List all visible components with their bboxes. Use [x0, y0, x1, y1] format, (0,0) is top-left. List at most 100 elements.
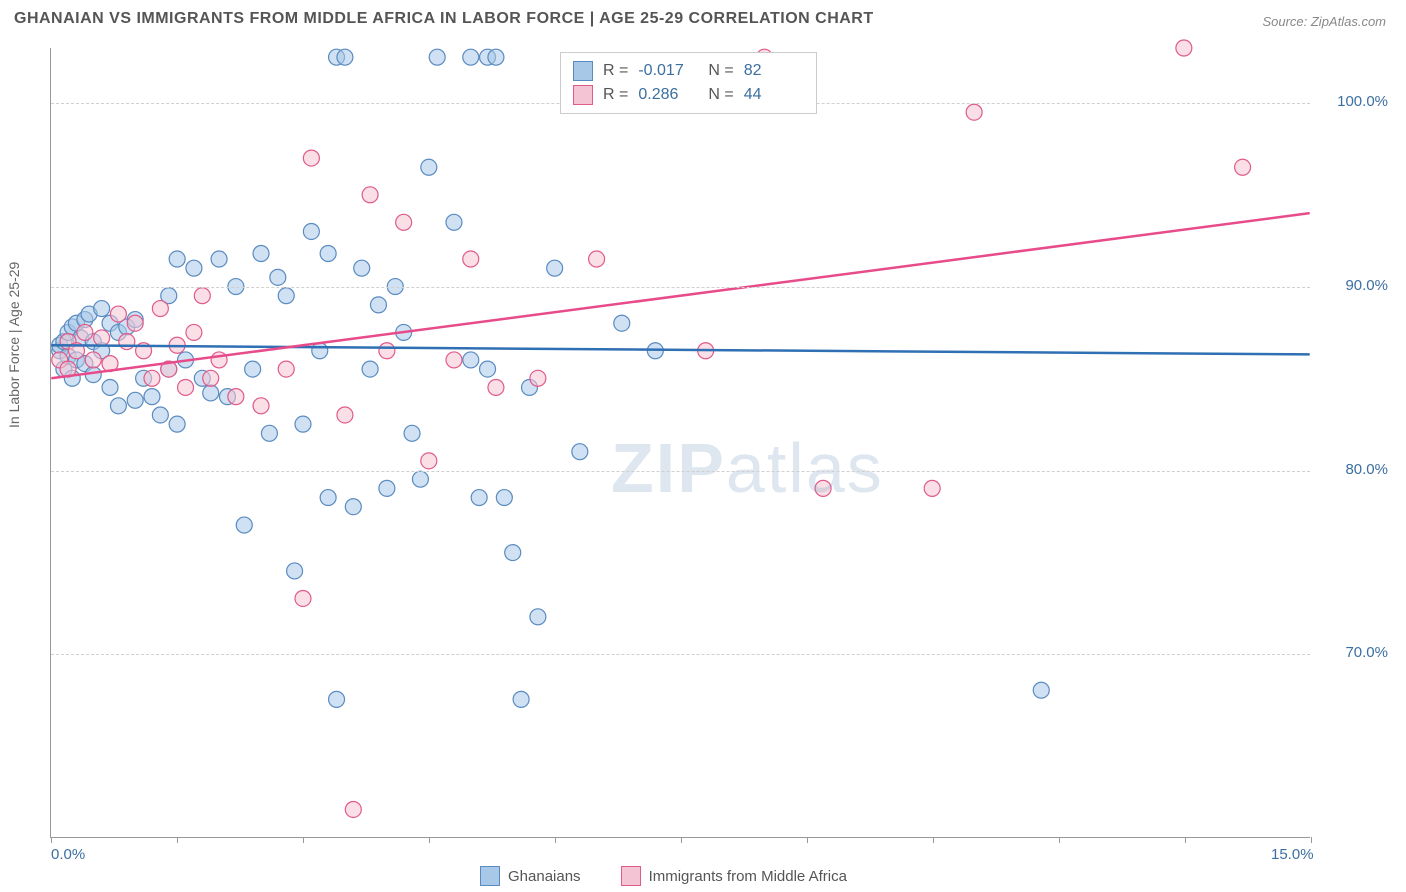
data-point [396, 214, 412, 230]
legend-swatch [573, 61, 593, 81]
n-value: 82 [744, 62, 804, 80]
data-point [505, 545, 521, 561]
data-point [614, 315, 630, 331]
n-label: N = [708, 62, 733, 80]
data-point [253, 398, 269, 414]
data-point [530, 370, 546, 386]
data-point [354, 260, 370, 276]
legend-item: Immigrants from Middle Africa [621, 866, 847, 886]
correlation-legend: R =-0.017N =82R =0.286N =44 [560, 52, 817, 114]
data-point [127, 392, 143, 408]
series-legend: Ghanaians Immigrants from Middle Africa [480, 866, 847, 886]
x-tick [555, 837, 556, 843]
n-label: N = [708, 86, 733, 104]
data-point [329, 691, 345, 707]
data-point [1235, 159, 1251, 175]
chart-title: GHANAIAN VS IMMIGRANTS FROM MIDDLE AFRIC… [14, 10, 874, 28]
data-point [194, 288, 210, 304]
data-point [102, 379, 118, 395]
x-tick-label: 0.0% [51, 846, 85, 863]
plot-area: ZIPatlas 70.0%80.0%90.0%100.0%0.0%15.0% [50, 48, 1310, 838]
grid-line [51, 654, 1310, 655]
data-point [362, 187, 378, 203]
plot-svg [51, 48, 1310, 837]
data-point [337, 407, 353, 423]
data-point [152, 407, 168, 423]
data-point [295, 416, 311, 432]
data-point [110, 306, 126, 322]
data-point [303, 223, 319, 239]
y-tick-label: 70.0% [1345, 644, 1388, 661]
data-point [1033, 682, 1049, 698]
data-point [446, 352, 462, 368]
data-point [966, 104, 982, 120]
data-point [312, 343, 328, 359]
data-point [1176, 40, 1192, 56]
data-point [85, 352, 101, 368]
x-tick-label: 15.0% [1271, 846, 1314, 863]
data-point [530, 609, 546, 625]
data-point [513, 691, 529, 707]
data-point [144, 370, 160, 386]
data-point [303, 150, 319, 166]
legend-swatch [480, 866, 500, 886]
x-tick [807, 837, 808, 843]
data-point [119, 334, 135, 350]
legend-swatch [573, 85, 593, 105]
data-point [815, 480, 831, 496]
r-label: R = [603, 62, 628, 80]
data-point [270, 269, 286, 285]
correlation-chart: GHANAIAN VS IMMIGRANTS FROM MIDDLE AFRIC… [0, 0, 1406, 892]
data-point [463, 251, 479, 267]
data-point [429, 49, 445, 65]
data-point [547, 260, 563, 276]
data-point [178, 379, 194, 395]
data-point [278, 361, 294, 377]
data-point [320, 246, 336, 262]
grid-line [51, 471, 1310, 472]
data-point [94, 330, 110, 346]
data-point [278, 288, 294, 304]
y-tick-label: 90.0% [1345, 277, 1388, 294]
data-point [471, 490, 487, 506]
data-point [144, 389, 160, 405]
data-point [488, 379, 504, 395]
legend-label: Ghanaians [508, 868, 581, 885]
legend-row: R = -0.017 N = 82 [573, 59, 804, 83]
data-point [245, 361, 261, 377]
data-point [203, 370, 219, 386]
data-point [463, 352, 479, 368]
data-point [337, 49, 353, 65]
r-label: R = [603, 86, 628, 104]
legend-item: Ghanaians [480, 866, 581, 886]
data-point [110, 398, 126, 414]
y-tick-label: 100.0% [1337, 93, 1388, 110]
y-tick-label: 80.0% [1345, 461, 1388, 478]
data-point [412, 471, 428, 487]
data-point [370, 297, 386, 313]
legend-row: R =0.286N =44 [573, 83, 804, 107]
grid-line [51, 287, 1310, 288]
x-tick [1059, 837, 1060, 843]
data-point [924, 480, 940, 496]
n-value: 44 [744, 86, 804, 104]
data-point [488, 49, 504, 65]
x-tick [1185, 837, 1186, 843]
data-point [295, 590, 311, 606]
legend-label: Immigrants from Middle Africa [649, 868, 847, 885]
data-point [127, 315, 143, 331]
data-point [236, 517, 252, 533]
data-point [203, 385, 219, 401]
data-point [94, 301, 110, 317]
data-point [261, 425, 277, 441]
data-point [589, 251, 605, 267]
data-point [463, 49, 479, 65]
y-axis-label: In Labor Force | Age 25-29 [6, 262, 22, 428]
legend-swatch [621, 866, 641, 886]
data-point [186, 260, 202, 276]
data-point [345, 801, 361, 817]
r-value: -0.017 [638, 62, 698, 80]
data-point [186, 324, 202, 340]
data-point [169, 251, 185, 267]
data-point [379, 343, 395, 359]
